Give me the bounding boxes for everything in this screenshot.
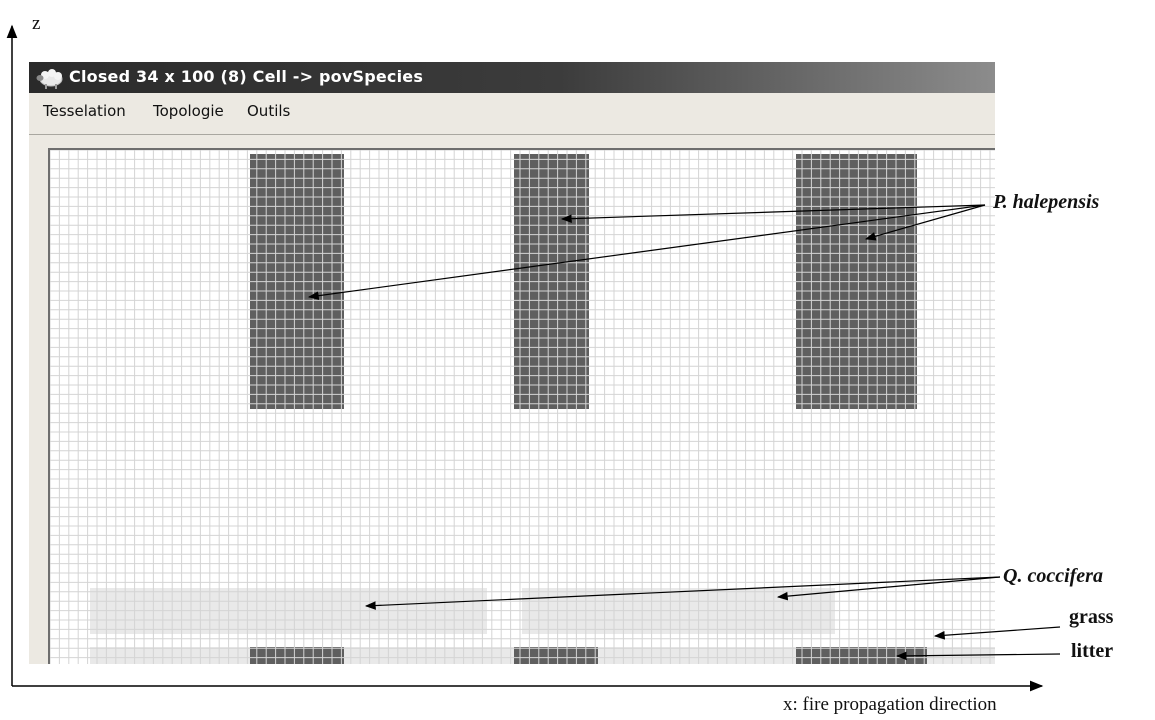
pine-arrow-3 [307,204,986,300]
cell-grid[interactable] [50,150,995,664]
oak-arrow-1 [364,576,1001,610]
menu-tesselation[interactable]: Tesselation [43,102,126,120]
pine-crown-cells [250,647,344,664]
pine-arrow-2 [864,204,986,241]
menu-separator [29,134,995,135]
litter-arrow [895,651,1061,661]
application-window: Closed 34 x 100 (8) Cell -> povSpecies T… [29,62,995,664]
label-grass: grass [1069,606,1114,628]
pine-crown-cells [796,647,927,664]
label-litter: litter [1071,640,1114,662]
cell-grid-view[interactable] [48,148,995,664]
sheep-icon [36,69,63,89]
menu-outils[interactable]: Outils [247,102,291,120]
label-p-halepensis: P. halepensis [993,191,1100,213]
menu-topologie[interactable]: Topologie [153,102,224,120]
window-title: Closed 34 x 100 (8) Cell -> povSpecies [69,67,424,86]
label-q-coccifera: Q. coccifera [1003,565,1103,587]
pine-crown-cells [514,647,598,664]
x-axis-label: x: fire propagation direction [783,694,997,715]
oak-arrow-2 [776,576,1001,601]
title-bar[interactable]: Closed 34 x 100 (8) Cell -> povSpecies [29,62,995,93]
grass-arrow [933,626,1061,640]
pine-arrow-1 [560,204,986,223]
menu-bar: Tesselation Topologie Outils [29,93,995,128]
z-axis-label: z [32,13,41,34]
